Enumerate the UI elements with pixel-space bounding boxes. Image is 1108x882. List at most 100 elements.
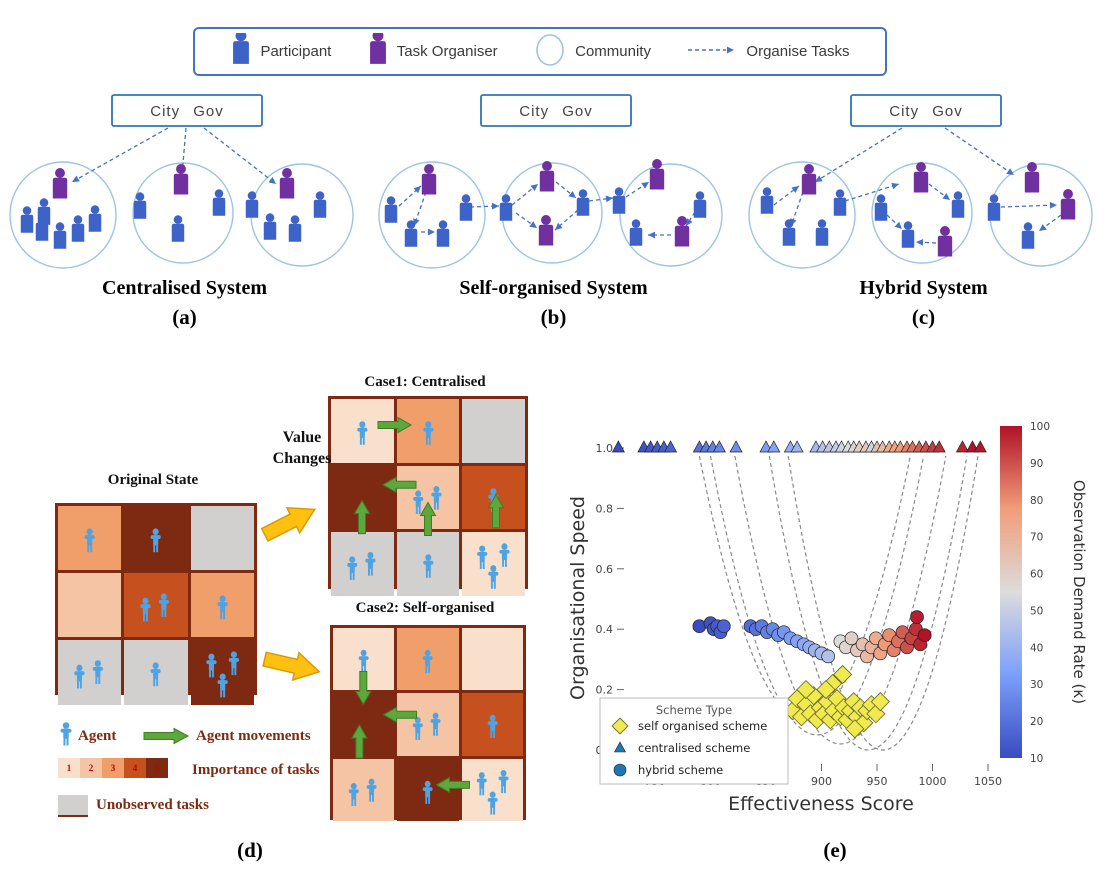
x-axis-label: Effectiveness Score — [728, 793, 914, 815]
task-cell — [397, 758, 459, 822]
task-cell — [190, 573, 254, 638]
hybrid-point — [844, 631, 859, 646]
colorbar-label: Observation Demand Rate (κ) — [1070, 480, 1088, 704]
panel-a-diagram: City Gov — [9, 94, 354, 269]
organiser-icon — [674, 216, 690, 247]
city-gov-label: City Gov — [519, 103, 593, 120]
agent-icon — [412, 490, 423, 514]
participant-icon — [693, 191, 707, 218]
agent-icon — [228, 651, 239, 676]
self-organised-point — [870, 692, 890, 712]
colorbar-tick-label: 50 — [1030, 605, 1043, 617]
centralised-point — [611, 440, 625, 453]
organiser-icon — [52, 168, 68, 199]
agent-icon — [488, 487, 499, 512]
hybrid-point — [821, 649, 836, 664]
task-cell — [58, 573, 122, 638]
participant-icon — [815, 219, 829, 246]
panel-e-letter: (e) — [823, 838, 847, 862]
agent-icon — [476, 771, 487, 796]
organiser-icon — [801, 164, 817, 195]
panel-b-diagram: City Gov — [378, 94, 723, 269]
participant-icon — [288, 215, 302, 242]
centralised-point — [790, 440, 804, 453]
trend-curve — [734, 455, 947, 745]
community-circle — [536, 33, 564, 66]
task-cell — [58, 506, 122, 571]
organiser-icon — [1060, 189, 1076, 220]
organise-task-arrow — [648, 231, 671, 239]
city-gov-box: City Gov — [850, 94, 1002, 127]
agent-icon — [92, 660, 103, 685]
agent-icon — [60, 722, 72, 746]
panel-b-letter: (b) — [540, 305, 567, 329]
organise-task-arrow — [1000, 201, 1058, 209]
participant-icon — [459, 194, 473, 221]
value-change-arrow — [262, 651, 321, 682]
colorbar-tick-label: 60 — [1030, 569, 1043, 581]
agent-legend-icon — [60, 722, 72, 746]
participant-icon — [212, 189, 226, 216]
panel-hybrid-system: City Gov Hybrid System (c) — [739, 85, 1108, 340]
self-organised-point — [845, 719, 865, 739]
y-axis-label: Organisational Speed — [568, 496, 589, 700]
agent-icon — [423, 649, 433, 673]
hybrid-point — [716, 619, 731, 634]
agent-icon — [499, 543, 510, 568]
legend-entry-label: centralised scheme — [638, 741, 750, 755]
unobserved-swatch — [58, 795, 88, 817]
participant-icon — [874, 194, 888, 221]
value-changes-label: Value Changes — [272, 429, 332, 467]
agent-icon — [217, 673, 228, 698]
value-change-arrow-top — [260, 506, 317, 543]
agent-icon — [205, 654, 217, 678]
task-cell — [333, 758, 395, 822]
panel-d-letter: (d) — [237, 838, 263, 862]
panel-a-caption: Centralised System — [102, 277, 267, 299]
task-cell — [462, 465, 525, 530]
importance-level-2: 2 — [80, 758, 102, 778]
participant-icon — [782, 219, 796, 246]
legend-item-label: Task Organiser — [396, 43, 498, 60]
participant-icon — [833, 189, 847, 216]
task-cell — [331, 465, 394, 530]
agent-icon — [140, 597, 151, 622]
colorbar-tick-label: 40 — [1030, 642, 1043, 654]
legend-entry-label: self organised scheme — [638, 719, 767, 733]
agent-movements-legend-icon — [143, 727, 190, 745]
agent-icon — [431, 485, 442, 510]
city-gov-label: City Gov — [889, 103, 963, 120]
task-cell — [124, 506, 188, 571]
participant-icon — [1021, 222, 1035, 249]
trend-curve — [698, 455, 911, 721]
importance-level-5: 5 — [146, 758, 168, 778]
agent-icon — [365, 552, 376, 576]
centralised-point — [712, 440, 726, 453]
importance-level-1: 1 — [58, 758, 80, 778]
task-cell — [461, 758, 523, 822]
top-legend: Participant Task Organiser Community Org… — [193, 27, 887, 76]
legend-item-community: Community — [533, 32, 651, 72]
organise-task-arrow — [1038, 214, 1062, 232]
x-tick-label: 1000 — [919, 775, 947, 788]
agent-icon — [487, 715, 498, 739]
x-tick-label: 950 — [867, 775, 888, 788]
importance-level-4: 4 — [124, 758, 146, 778]
agent-icon — [150, 528, 162, 553]
participant-icon — [499, 194, 513, 221]
panel-self-organised-system: City Gov Self-organised System (b) — [369, 85, 738, 340]
y-tick-label: 1.0 — [596, 442, 614, 455]
organise-task-arrow — [554, 209, 579, 231]
participant-icon — [245, 191, 259, 218]
organiser-icon — [539, 161, 555, 192]
agent-icon — [423, 780, 433, 804]
agent-icon — [348, 782, 359, 806]
organise-task-arrow — [944, 127, 1015, 176]
agent-icon — [84, 528, 95, 553]
organiser-icon — [913, 162, 929, 193]
organiser-icon — [1024, 162, 1040, 193]
organise-task-arrow — [511, 183, 539, 206]
organiser-icon — [421, 164, 437, 195]
organise-task-arrow — [588, 195, 614, 203]
